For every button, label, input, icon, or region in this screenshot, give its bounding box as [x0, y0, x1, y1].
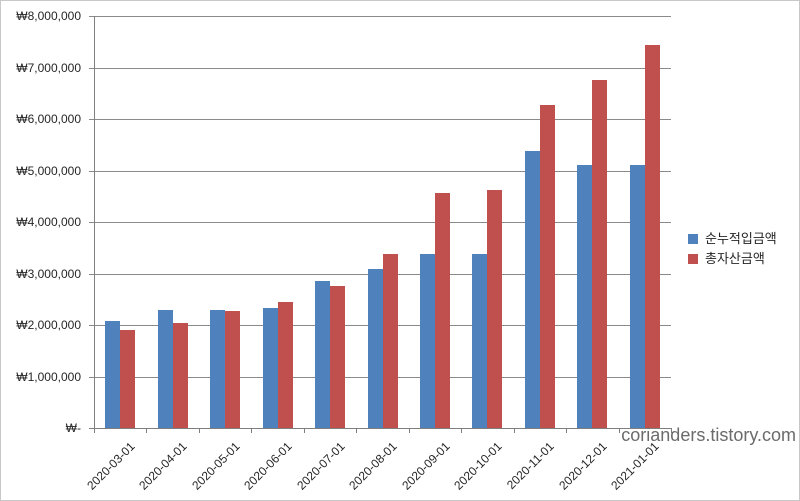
x-axis-tick-label: 2020-05-01 [189, 439, 243, 493]
x-axis-tick-label: 2020-12-01 [556, 439, 610, 493]
y-axis-tick-label: ₩8,000,000 [16, 9, 81, 23]
x-axis-tick-label: 2020-03-01 [84, 439, 138, 493]
gridline [89, 222, 671, 223]
bar-net-deposit [629, 165, 645, 428]
legend-label-total-asset: 총자산금액 [705, 251, 765, 266]
bar-total-asset [592, 80, 608, 428]
y-axis-tick-label: ₩2,000,000 [16, 318, 81, 332]
bar-total-asset [644, 45, 660, 428]
y-axis-tick-label: ₩7,000,000 [16, 60, 81, 75]
x-axis-tick [251, 428, 253, 433]
bar-net-deposit [210, 310, 226, 428]
bar-total-asset [382, 253, 398, 428]
gridline [89, 170, 671, 172]
x-axis-tick [94, 428, 95, 433]
x-axis-tick [513, 428, 515, 433]
x-axis-line [89, 428, 671, 429]
bar-net-deposit [419, 254, 435, 428]
legend-swatch-red [688, 253, 698, 264]
x-axis-tick-label: 2020-07-01 [293, 439, 348, 493]
bar-net-deposit [105, 321, 121, 428]
bar-net-deposit [524, 151, 540, 428]
x-axis-tick-label: 2020-04-01 [136, 439, 190, 493]
x-axis-tick [566, 428, 568, 433]
bar-total-asset [225, 311, 241, 428]
bar-net-deposit [577, 165, 593, 428]
y-axis-tick-label: ₩4,000,000 [16, 215, 81, 229]
bar-net-deposit [367, 269, 383, 428]
x-axis-tick-label: 2020-06-01 [241, 439, 295, 493]
x-axis-tick [671, 428, 672, 433]
legend-swatch-blue [688, 233, 698, 244]
x-axis-tick [408, 428, 410, 433]
y-axis-tick-label: ₩3,000,000 [16, 266, 81, 281]
bar-total-asset [172, 322, 188, 428]
y-axis-tick-label: ₩6,000,000 [16, 112, 81, 126]
bar-total-asset [120, 330, 136, 428]
gridline [89, 67, 671, 69]
watermark: corianders.tistory.com [621, 425, 796, 445]
gridline [89, 16, 671, 17]
x-axis-tick [303, 428, 305, 433]
bar-total-asset [434, 193, 450, 428]
x-axis-tick-label: 2020-08-01 [346, 439, 400, 493]
gridline [89, 119, 671, 120]
y-axis-tick-label: ₩1,000,000 [16, 369, 81, 384]
x-axis-tick-label: 2020-11-01 [504, 439, 558, 492]
legend-label-net-deposit: 순누적입금액 [705, 231, 777, 246]
y-axis-line [94, 16, 95, 429]
y-axis-tick-label: ₩5,000,000 [16, 163, 81, 178]
legend-item-net-deposit: 순누적입금액 [688, 232, 777, 245]
bar-net-deposit [472, 253, 488, 428]
x-axis-tick [461, 428, 463, 433]
x-axis-tick [198, 428, 200, 433]
bar-net-deposit [157, 310, 173, 428]
bar-total-asset [539, 104, 555, 428]
bar-total-asset [330, 285, 346, 428]
x-axis-tick-label: 2020-10-01 [451, 439, 505, 493]
x-axis-tick-label: 2021-01-01 [608, 439, 662, 493]
x-axis-tick [618, 428, 620, 433]
bar-net-deposit [315, 280, 331, 428]
bar-total-asset [487, 190, 503, 428]
y-axis-tick-label: ₩- [65, 421, 81, 435]
x-axis-tick [146, 428, 148, 433]
bar-total-asset [277, 302, 293, 428]
x-axis-tick-label: 2020-09-01 [398, 439, 453, 493]
x-axis-tick [356, 428, 358, 433]
legend-item-total-asset: 총자산금액 [688, 252, 777, 265]
legend: 순누적입금액 총자산금액 [688, 232, 777, 265]
bar-net-deposit [262, 308, 278, 428]
